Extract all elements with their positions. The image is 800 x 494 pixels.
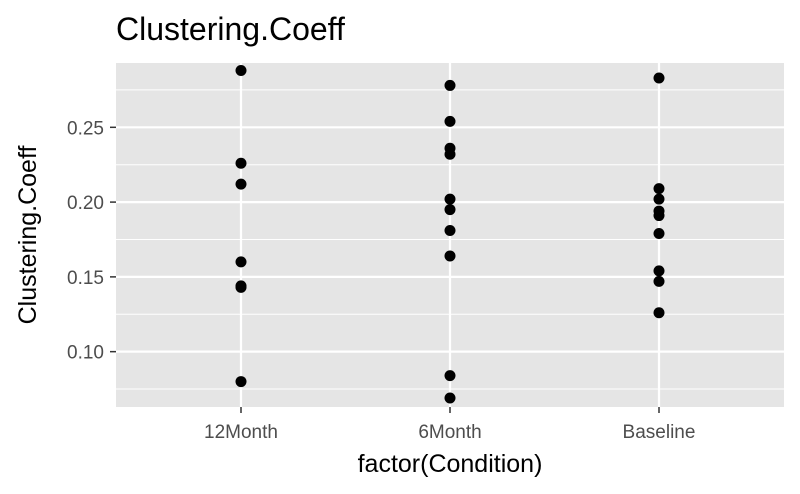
data-point bbox=[444, 148, 456, 160]
data-point bbox=[653, 228, 665, 240]
data-point bbox=[653, 265, 665, 277]
data-point bbox=[653, 72, 665, 84]
data-point bbox=[444, 115, 456, 127]
data-point bbox=[444, 79, 456, 91]
y-tick-label: 0.20 bbox=[67, 193, 104, 214]
y-tick-label: 0.25 bbox=[67, 118, 104, 139]
chart-title: Clustering.Coeff bbox=[116, 11, 345, 47]
data-points bbox=[235, 64, 665, 404]
data-point bbox=[235, 281, 247, 293]
data-point bbox=[235, 256, 247, 268]
data-point bbox=[444, 225, 456, 237]
x-tick-label: 6Month bbox=[418, 422, 481, 443]
data-point bbox=[235, 376, 247, 388]
data-point bbox=[444, 250, 456, 262]
data-point bbox=[235, 178, 247, 190]
data-point bbox=[653, 307, 665, 319]
y-tick-label: 0.10 bbox=[67, 343, 104, 364]
data-point bbox=[653, 275, 665, 287]
data-point bbox=[444, 204, 456, 216]
data-point bbox=[235, 157, 247, 169]
data-point bbox=[653, 210, 665, 222]
y-axis: 0.10 0.15 0.20 0.25 bbox=[67, 118, 116, 364]
x-axis: 12Month 6Month Baseline bbox=[204, 407, 695, 443]
data-point bbox=[653, 183, 665, 195]
x-axis-title: factor(Condition) bbox=[358, 450, 543, 478]
data-point bbox=[235, 64, 247, 76]
data-point bbox=[444, 370, 456, 382]
y-axis-title: Clustering.Coeff bbox=[14, 146, 42, 325]
data-point bbox=[444, 193, 456, 205]
x-tick-label: Baseline bbox=[623, 422, 696, 443]
x-tick-label: 12Month bbox=[204, 422, 278, 443]
data-point bbox=[653, 193, 665, 205]
y-tick-label: 0.15 bbox=[67, 268, 104, 289]
data-point bbox=[444, 392, 456, 404]
